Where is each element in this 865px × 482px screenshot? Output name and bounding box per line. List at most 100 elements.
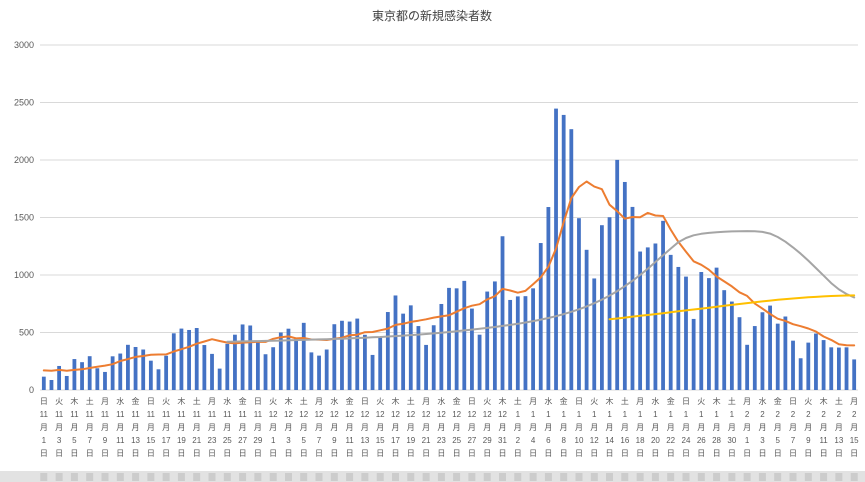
bottom-strip-mark xyxy=(55,473,63,481)
bar xyxy=(271,347,276,390)
bar xyxy=(584,249,589,390)
bar xyxy=(852,359,857,390)
bottom-strip-mark xyxy=(86,473,94,481)
bar xyxy=(615,159,620,390)
bar xyxy=(470,308,474,390)
bar xyxy=(187,329,191,390)
bar xyxy=(546,207,551,390)
bottom-strip xyxy=(0,471,865,482)
bottom-strip-mark xyxy=(804,473,812,481)
x-axis-label: 水 12 月 9 日 xyxy=(330,396,339,458)
bar xyxy=(286,328,291,390)
bottom-strip-mark xyxy=(223,473,231,481)
x-axis-labels-group: 日 11 月 1 日火 11 月 3 日木 11 月 5 日土 11 月 7 日月 11 月 9 日水 11 月 11 日金 11… xyxy=(40,396,860,458)
bar xyxy=(844,347,849,390)
x-axis-label: 日 12 月 27 日 xyxy=(467,397,476,458)
bar xyxy=(492,281,497,390)
bar xyxy=(110,356,115,390)
bottom-band-group xyxy=(0,471,865,482)
bar xyxy=(829,347,834,390)
bar xyxy=(294,338,298,390)
x-axis-label: 月 12 月 21 日 xyxy=(422,397,431,458)
bar xyxy=(676,266,681,390)
bar xyxy=(653,243,658,390)
bottom-strip-mark xyxy=(667,473,675,481)
bar xyxy=(600,225,604,390)
bar xyxy=(691,318,696,390)
x-axis-label: 日 11 月 1 日 xyxy=(40,397,49,458)
bar xyxy=(217,368,222,390)
x-axis-label: 日 1 月 10 日 xyxy=(575,397,584,458)
bar xyxy=(126,344,130,390)
y-axis-label: 1000 xyxy=(14,270,34,280)
bar xyxy=(447,287,451,390)
bottom-strip-mark xyxy=(529,473,537,481)
bar xyxy=(118,353,123,390)
bottom-strip-mark xyxy=(162,473,170,481)
bottom-strip-mark xyxy=(40,473,48,481)
gridlines-group xyxy=(40,44,858,391)
bar xyxy=(202,345,207,390)
bar xyxy=(408,305,413,390)
bar xyxy=(233,334,237,390)
x-axis-label: 土 2 月 13 日 xyxy=(834,396,843,458)
bottom-strip-mark xyxy=(682,473,690,481)
bar xyxy=(255,341,260,390)
bottom-strip-mark xyxy=(453,473,461,481)
bottom-strip-mark xyxy=(606,473,613,481)
x-axis-label: 木 12 月 31 日 xyxy=(498,396,507,458)
bar xyxy=(760,312,765,390)
gray_line xyxy=(226,230,856,343)
bar xyxy=(80,362,84,390)
bar xyxy=(806,342,811,390)
bottom-strip-mark xyxy=(239,473,247,481)
chart-title: 東京都の新規感染者数 xyxy=(372,8,492,23)
bar xyxy=(148,360,153,390)
x-axis-label: 木 11 月 19 日 xyxy=(177,396,186,458)
bar xyxy=(179,328,184,390)
x-axis-label: 土 11 月 7 日 xyxy=(86,396,95,458)
bottom-strip-mark xyxy=(758,473,766,481)
bar xyxy=(309,352,314,390)
bottom-strip-mark xyxy=(361,473,369,481)
bar xyxy=(347,321,352,390)
bar xyxy=(133,346,138,390)
bottom-strip-mark xyxy=(544,473,552,481)
bar xyxy=(737,317,742,390)
x-axis-label: 土 1 月 16 日 xyxy=(620,396,629,458)
bar xyxy=(775,323,780,390)
x-axis-label: 木 1 月 28 日 xyxy=(712,396,721,458)
x-axis-label: 木 11 月 5 日 xyxy=(70,396,79,458)
bar xyxy=(278,332,283,390)
bar xyxy=(668,254,673,391)
bar xyxy=(57,365,62,390)
x-axis-label: 火 1 月 26 日 xyxy=(697,397,706,458)
bar xyxy=(301,322,306,390)
bar xyxy=(523,296,528,390)
bar xyxy=(768,305,772,390)
x-axis-label: 木 1 月 14 日 xyxy=(605,396,614,458)
bar xyxy=(630,206,635,390)
bottom-strip-mark xyxy=(422,473,430,481)
bottom-strip-mark xyxy=(728,473,736,481)
bar xyxy=(798,358,803,390)
bar xyxy=(439,303,444,390)
bottom-strip-mark xyxy=(743,473,751,481)
bar xyxy=(401,313,406,390)
bar xyxy=(49,380,54,390)
bar xyxy=(661,220,665,390)
bar xyxy=(431,325,436,390)
bar xyxy=(684,276,688,390)
bottom-strip-mark xyxy=(514,473,522,481)
bottom-strip-mark xyxy=(300,473,308,481)
y-axis-label: 2000 xyxy=(14,155,34,165)
bar xyxy=(355,318,360,390)
x-axis-label: 日 1 月 24 日 xyxy=(682,397,691,458)
bars-group xyxy=(41,108,857,391)
bottom-strip-mark xyxy=(376,473,384,481)
bar xyxy=(752,326,757,390)
bottom-strip-mark xyxy=(789,473,797,481)
